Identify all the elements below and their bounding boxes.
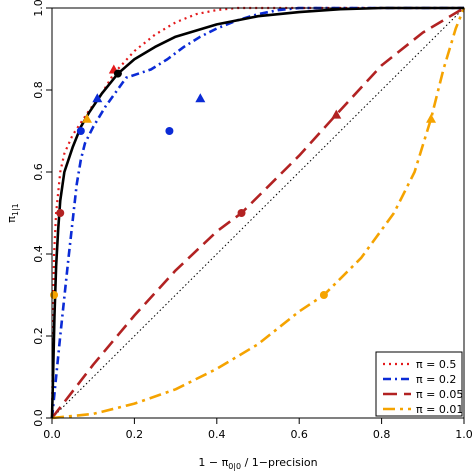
y-tick-label: 1.0 [32,0,45,17]
diagonal-reference-line [51,7,465,419]
series-3-triangle-marker-1 [82,113,93,123]
legend-label-1: π = 0.2 [416,373,456,386]
x-axis-title: 1 − π0|0 / 1−precision [198,456,317,471]
series-line-0 [50,6,464,419]
series-1-point-marker-0 [76,127,85,135]
y-axis-title-main: π [5,216,18,223]
legend-label-3: π = 0.01 [416,403,463,416]
legend-box [375,351,463,417]
series-1-point-marker-2 [165,127,174,135]
x-axis-title-rest: / 1−precision [241,456,318,469]
series-3-point-marker-2 [319,291,328,299]
series-line-2 [50,6,465,419]
y-tick-label: 0.6 [32,163,45,181]
x-tick-label: 0.2 [126,428,144,441]
x-tick-label: 0.6 [290,428,308,441]
legend-label-2: π = 0.05 [416,388,463,401]
x-tick-label: 1.0 [455,428,473,441]
series-2-point-marker-1 [237,209,246,217]
y-tick-label: 0.8 [32,81,45,99]
plot-frame [51,7,465,419]
x-tick-label: 0.8 [373,428,391,441]
marker-layer [50,64,437,299]
series-3-point-marker-0 [50,291,59,299]
x-tick-label: 0.4 [208,428,226,441]
x-axis-title-subscript: 0|0 [228,462,241,471]
y-tick-label: 0.2 [32,327,45,345]
y-axis-title: π1|1 [5,203,20,223]
series-3-triangle-marker-3 [426,113,437,123]
y-axis: 0.0 0.2 0.4 0.6 0.8 1.0 [32,0,52,427]
x-axis-title-main: 1 − π [198,456,228,469]
series-2-triangle-marker-2 [331,109,342,119]
y-tick-label: 0.0 [32,409,45,427]
y-axis-title-subscript: 1|1 [11,203,20,216]
series-line-4 [50,6,464,419]
x-tick-label: 0.0 [43,428,61,441]
series-2-point-marker-0 [56,209,65,217]
legend: π = 0.5 π = 0.2 π = 0.05 π = 0.01 [375,351,463,417]
series-line-1 [50,6,464,419]
y-tick-label: 0.4 [32,245,45,263]
x-axis: 0.0 0.2 0.4 0.6 0.8 1.0 [43,418,473,441]
series-1-triangle-marker-1 [92,93,103,103]
legend-label-0: π = 0.5 [416,358,456,371]
series-1-triangle-marker-3 [195,93,206,103]
series-4-point-marker-0 [113,69,122,78]
